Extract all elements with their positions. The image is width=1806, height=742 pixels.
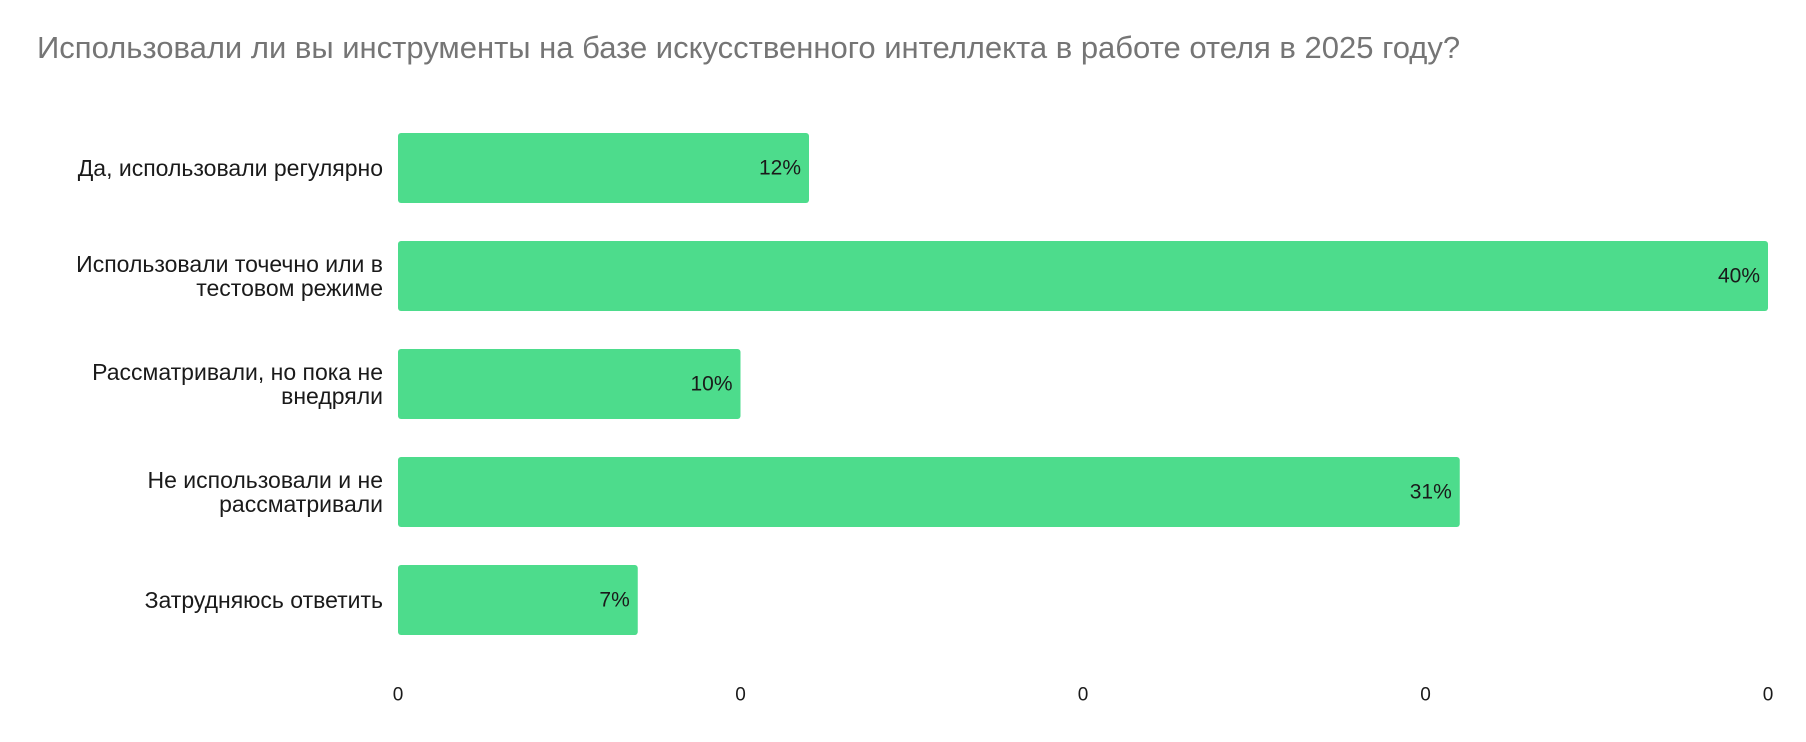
x-tick-label: 0 (393, 685, 404, 706)
x-axis-ticks: 0 0 0 0 0 (393, 685, 1774, 706)
bars-layer (398, 133, 1768, 635)
bar-value-label: 12% (759, 157, 801, 180)
category-label: Использовали точечно или в тестовом режим… (76, 251, 383, 301)
category-label-line: Не использовали и не (147, 467, 383, 493)
category-label-line: Затрудняюсь ответить (145, 587, 383, 613)
x-tick-label: 0 (735, 685, 746, 706)
category-label: Да, использовали регулярно (78, 155, 383, 181)
category-label-line: Использовали точечно или в (76, 251, 383, 277)
category-label: Рассматривали, но пока не внедряли (92, 359, 383, 409)
x-tick-label: 0 (1420, 685, 1431, 706)
bar-value-label: 31% (1410, 481, 1452, 504)
bar (398, 457, 1460, 527)
category-label-line: тестовом режиме (196, 275, 383, 301)
bar (398, 133, 809, 203)
bar (398, 565, 638, 635)
bar-value-label: 7% (599, 589, 629, 612)
category-labels: Да, использовали регулярно Использовали т… (76, 155, 383, 613)
bar-value-label: 10% (690, 373, 732, 396)
category-label-line: рассматривали (219, 491, 383, 517)
bar (398, 241, 1768, 311)
category-label-line: Рассматривали, но пока не (92, 359, 383, 385)
category-label-line: внедряли (281, 383, 383, 409)
category-label: Затрудняюсь ответить (145, 587, 383, 613)
bar-value-label: 40% (1718, 265, 1760, 288)
bar (398, 349, 741, 419)
x-tick-label: 0 (1763, 685, 1774, 706)
category-label-line: Да, использовали регулярно (78, 155, 383, 181)
x-tick-label: 0 (1078, 685, 1089, 706)
value-labels: 12% 40% 10% 31% 7% (599, 157, 1760, 612)
chart-title: Использовали ли вы инструменты на базе и… (37, 30, 1461, 65)
category-label: Не использовали и не рассматривали (147, 467, 383, 517)
